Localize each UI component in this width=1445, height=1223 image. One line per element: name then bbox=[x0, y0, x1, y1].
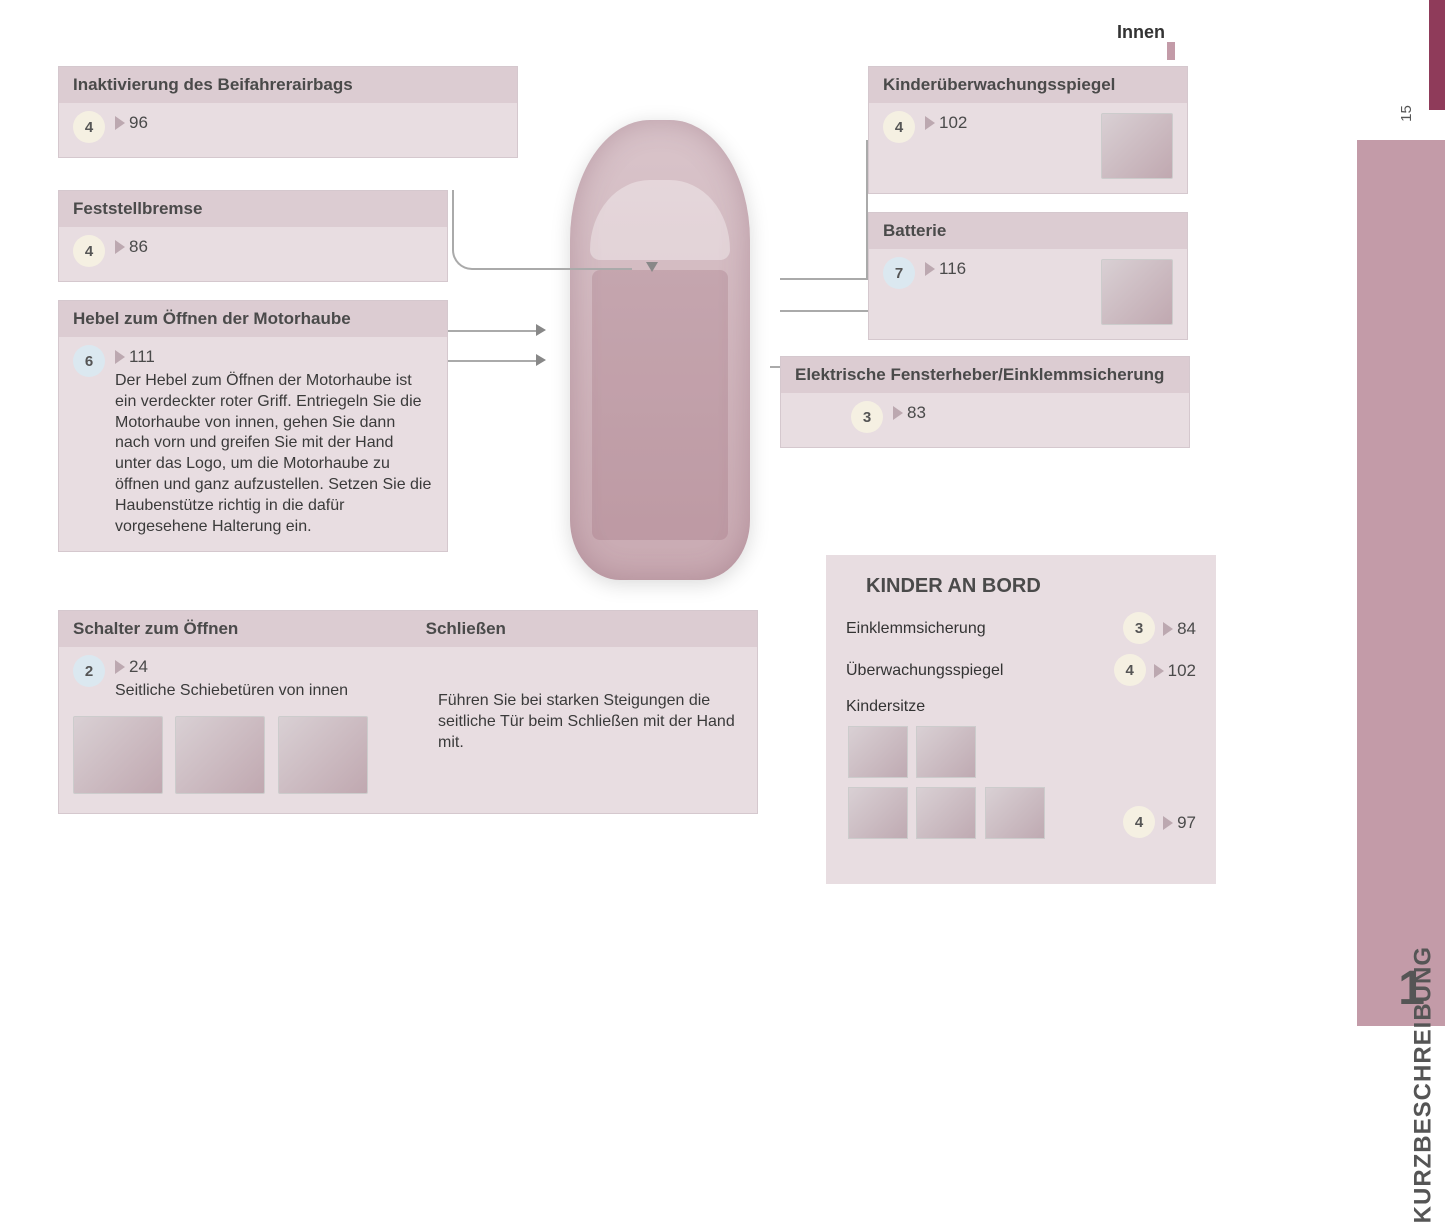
chapter-badge: 7 bbox=[883, 257, 915, 289]
car-top-view-diagram bbox=[540, 100, 780, 600]
page-ref: 86 bbox=[129, 237, 148, 256]
header-accent bbox=[1167, 42, 1175, 60]
thumbnail-row bbox=[73, 716, 378, 799]
leader-line bbox=[780, 310, 868, 312]
page-number: 15 bbox=[1398, 105, 1415, 122]
kinder-row-anti-pinch: Einklemmsicherung 3 84 bbox=[846, 614, 1196, 644]
side-accent-bar bbox=[1429, 0, 1445, 110]
page-ref: 84 bbox=[1177, 619, 1196, 638]
triangle-icon bbox=[1163, 622, 1173, 636]
thumbnail-battery bbox=[1101, 259, 1173, 325]
triangle-icon bbox=[925, 116, 935, 130]
leader-line bbox=[448, 330, 538, 332]
kinder-title: KINDER AN BORD bbox=[866, 575, 1196, 598]
close-description: Führen Sie bei starken Steigungen die se… bbox=[438, 691, 743, 753]
triangle-icon bbox=[893, 406, 903, 420]
car-body-shape bbox=[570, 120, 750, 580]
thumbnail-child-seat bbox=[916, 787, 976, 839]
box-airbag-deactivation: Inaktivierung des Beifahrerairbags 4 96 bbox=[58, 66, 518, 158]
box-bonnet-lever: Hebel zum Öffnen der Motorhaube 6 111 De… bbox=[58, 300, 448, 552]
thumbnail-door-control bbox=[278, 716, 368, 794]
box-title: Elektrische Fensterheber/Einklemmsicheru… bbox=[781, 357, 1189, 393]
triangle-icon bbox=[115, 660, 125, 674]
thumbnail-key-remote bbox=[175, 716, 265, 794]
page-header: Innen bbox=[1117, 22, 1165, 43]
chapter-badge: 2 bbox=[73, 655, 105, 687]
chapter-badge: 4 bbox=[883, 111, 915, 143]
thumbnail-child-seat bbox=[916, 726, 976, 778]
chapter-badge: 6 bbox=[73, 345, 105, 377]
side-tab-number: 1 bbox=[1398, 961, 1425, 1016]
page-ref: 24 bbox=[129, 657, 148, 676]
box-children-on-board: KINDER AN BORD Einklemmsicherung 3 84 Üb… bbox=[826, 555, 1216, 884]
box-battery: Batterie 7 116 bbox=[868, 212, 1188, 340]
chapter-badge: 3 bbox=[851, 401, 883, 433]
page-ref: 96 bbox=[129, 113, 148, 132]
col-title-close: Schließen bbox=[426, 619, 743, 639]
page-ref: 102 bbox=[939, 113, 967, 132]
side-tab: 15 KURZBESCHREIBUNG 1 bbox=[1355, 0, 1445, 1026]
triangle-icon bbox=[925, 262, 935, 276]
triangle-icon bbox=[1163, 816, 1173, 830]
arrow-icon bbox=[536, 324, 546, 336]
thumbnail-child-mirror bbox=[1101, 113, 1173, 179]
page-ref: 97 bbox=[1177, 813, 1196, 832]
box-description: Der Hebel zum Öffnen der Motorhaube ist … bbox=[115, 371, 433, 537]
thumbnail-child-seat bbox=[848, 787, 908, 839]
box-parking-brake: Feststellbremse 4 86 bbox=[58, 190, 448, 282]
triangle-icon bbox=[115, 240, 125, 254]
car-cabin bbox=[592, 270, 728, 540]
box-title: Batterie bbox=[869, 213, 1187, 249]
chapter-badge: 3 bbox=[1123, 612, 1155, 644]
side-tab-block: KURZBESCHREIBUNG 1 bbox=[1357, 140, 1445, 1026]
page-ref: 83 bbox=[907, 403, 926, 422]
page-ref: 111 bbox=[129, 347, 155, 366]
page-ref: 116 bbox=[939, 259, 966, 278]
col-title-open: Schalter zum Öffnen bbox=[73, 619, 426, 639]
thumbnail-child-seat bbox=[985, 787, 1045, 839]
box-title: Hebel zum Öffnen der Motorhaube bbox=[59, 301, 447, 337]
row-label: Einklemmsicherung bbox=[846, 620, 1123, 638]
child-seat-thumbnails bbox=[846, 724, 1123, 846]
leader-line bbox=[780, 140, 868, 280]
triangle-icon bbox=[1154, 664, 1164, 678]
thumbnail-child-seat bbox=[848, 726, 908, 778]
arrow-icon bbox=[646, 262, 658, 272]
leader-line bbox=[448, 360, 538, 362]
triangle-icon bbox=[115, 350, 125, 364]
chapter-badge: 4 bbox=[73, 235, 105, 267]
box-title: Inaktivierung des Beifahrerairbags bbox=[59, 67, 517, 103]
chapter-badge: 4 bbox=[1123, 806, 1155, 838]
chapter-badge: 4 bbox=[1114, 654, 1146, 686]
row-label: Überwachungsspiegel bbox=[846, 662, 1114, 680]
open-description: Seitliche Schiebetüren von innen bbox=[115, 681, 348, 702]
kinder-row-mirror: Überwachungsspiegel 4 102 bbox=[846, 656, 1196, 686]
page-ref: 102 bbox=[1168, 661, 1196, 680]
row-label: Kindersitze bbox=[846, 698, 1123, 716]
arrow-icon bbox=[536, 354, 546, 366]
leader-line bbox=[452, 190, 632, 270]
box-title: Kinderüberwachungsspiegel bbox=[869, 67, 1187, 103]
triangle-icon bbox=[115, 116, 125, 130]
box-child-mirror: Kinderüberwachungsspiegel 4 102 bbox=[868, 66, 1188, 194]
kinder-row-seats: Kindersitze 4 97 bbox=[846, 698, 1196, 846]
thumbnail-mirror-controls bbox=[73, 716, 163, 794]
box-title: Feststellbremse bbox=[59, 191, 447, 227]
chapter-badge: 4 bbox=[73, 111, 105, 143]
box-sliding-doors: Schalter zum Öffnen Schließen 2 24 Seitl… bbox=[58, 610, 758, 814]
box-electric-windows: Elektrische Fensterheber/Einklemmsicheru… bbox=[780, 356, 1190, 448]
